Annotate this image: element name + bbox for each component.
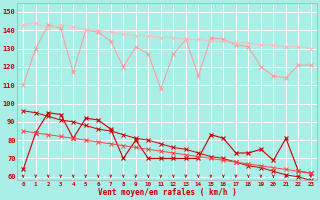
X-axis label: Vent moyen/en rafales ( km/h ): Vent moyen/en rafales ( km/h ) (98, 188, 236, 197)
